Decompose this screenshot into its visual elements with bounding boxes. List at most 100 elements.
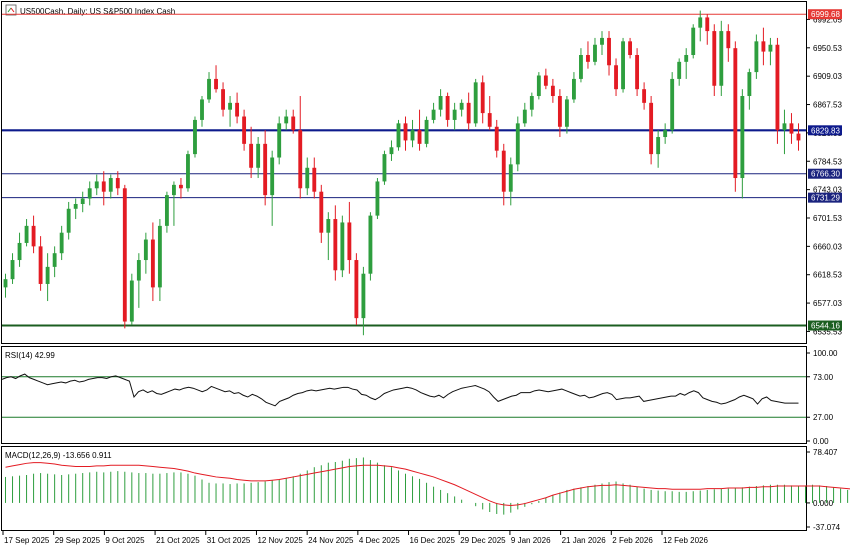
candle-down[interactable] xyxy=(775,44,780,131)
candle-down[interactable] xyxy=(319,191,324,233)
candle-up[interactable] xyxy=(382,154,387,182)
candle-up[interactable] xyxy=(572,78,576,100)
candle-up[interactable] xyxy=(522,109,527,124)
candle-up[interactable] xyxy=(747,72,752,97)
macd-signal-line[interactable] xyxy=(5,462,850,507)
candle-down[interactable] xyxy=(628,41,632,56)
candle-up[interactable] xyxy=(691,27,696,56)
candle-down[interactable] xyxy=(550,85,555,97)
candle-up[interactable] xyxy=(698,17,703,28)
candle-up[interactable] xyxy=(389,147,394,155)
candle-down[interactable] xyxy=(298,130,303,189)
candle-down[interactable] xyxy=(733,48,738,179)
candle-down[interactable] xyxy=(242,116,247,144)
candle-up[interactable] xyxy=(256,143,261,168)
candle-down[interactable] xyxy=(179,184,183,189)
candle-down[interactable] xyxy=(354,260,359,319)
candle-up[interactable] xyxy=(564,99,569,127)
candle-down[interactable] xyxy=(712,31,717,86)
candle-up[interactable] xyxy=(129,280,134,322)
candle-up[interactable] xyxy=(656,137,661,155)
candle-down[interactable] xyxy=(403,123,408,141)
candle-down[interactable] xyxy=(333,219,338,271)
candle-down[interactable] xyxy=(235,102,240,117)
candle-down[interactable] xyxy=(557,96,562,127)
candle-up[interactable] xyxy=(228,102,232,110)
candle-down[interactable] xyxy=(417,130,422,144)
candle-down[interactable] xyxy=(543,75,548,86)
candle-up[interactable] xyxy=(410,130,415,141)
candle-up[interactable] xyxy=(431,109,436,120)
candle-down[interactable] xyxy=(38,246,43,284)
candle-up[interactable] xyxy=(579,55,583,79)
candle-up[interactable] xyxy=(536,75,541,97)
candle-up[interactable] xyxy=(136,260,141,281)
candle-up[interactable] xyxy=(80,198,85,204)
candle-up[interactable] xyxy=(143,239,148,261)
candle-up[interactable] xyxy=(515,123,520,165)
candle-up[interactable] xyxy=(186,154,190,189)
candle-up[interactable] xyxy=(719,31,724,86)
candle-up[interactable] xyxy=(621,41,625,90)
candle-down[interactable] xyxy=(31,225,36,247)
candle-up[interactable] xyxy=(108,178,113,192)
candle-up[interactable] xyxy=(684,55,689,62)
candle-down[interactable] xyxy=(445,96,450,120)
candle-up[interactable] xyxy=(326,219,331,233)
candle-up[interactable] xyxy=(768,44,773,52)
candle-up[interactable] xyxy=(396,123,401,148)
candle-up[interactable] xyxy=(66,208,71,233)
candle-up[interactable] xyxy=(164,195,169,226)
candle-down[interactable] xyxy=(586,55,590,62)
candle-down[interactable] xyxy=(494,126,499,151)
candle-down[interactable] xyxy=(501,150,506,192)
candle-up[interactable] xyxy=(45,266,50,284)
candle-up[interactable] xyxy=(740,96,745,179)
candle-down[interactable] xyxy=(347,222,352,261)
candle-down[interactable] xyxy=(614,65,618,90)
candle-down[interactable] xyxy=(705,17,710,32)
candle-down[interactable] xyxy=(761,41,766,52)
candle-up[interactable] xyxy=(94,181,99,189)
candle-down[interactable] xyxy=(214,78,218,90)
candle-down[interactable] xyxy=(726,31,731,49)
candle-down[interactable] xyxy=(249,143,254,168)
candle-down[interactable] xyxy=(115,178,120,189)
candle-up[interactable] xyxy=(3,279,8,288)
candle-down[interactable] xyxy=(480,82,485,114)
candle-down[interactable] xyxy=(642,89,647,103)
candle-up[interactable] xyxy=(87,188,92,199)
candle-up[interactable] xyxy=(277,123,282,158)
candle-up[interactable] xyxy=(593,44,597,62)
candle-up[interactable] xyxy=(754,41,759,73)
rsi-line[interactable] xyxy=(1,373,799,407)
candle-up[interactable] xyxy=(677,61,682,79)
candle-down[interactable] xyxy=(150,239,155,288)
candle-up[interactable] xyxy=(24,225,29,243)
candle-up[interactable] xyxy=(424,119,429,144)
candle-up[interactable] xyxy=(361,273,366,319)
candle-down[interactable] xyxy=(789,123,794,134)
candle-down[interactable] xyxy=(122,188,127,322)
candle-up[interactable] xyxy=(59,232,64,254)
candle-up[interactable] xyxy=(284,116,289,124)
candle-down[interactable] xyxy=(649,102,654,155)
candle-up[interactable] xyxy=(508,164,513,192)
candle-down[interactable] xyxy=(796,133,801,141)
candle-up[interactable] xyxy=(52,253,57,267)
candle-down[interactable] xyxy=(263,143,268,196)
candle-down[interactable] xyxy=(291,116,296,131)
candle-down[interactable] xyxy=(312,167,317,192)
candle-down[interactable] xyxy=(466,102,471,124)
candle-down[interactable] xyxy=(101,181,106,192)
candle-up[interactable] xyxy=(452,109,457,120)
candle-up[interactable] xyxy=(157,225,162,288)
candle-up[interactable] xyxy=(10,260,15,280)
candle-up[interactable] xyxy=(670,78,675,131)
candle-up[interactable] xyxy=(600,37,604,45)
candle-up[interactable] xyxy=(375,181,380,216)
candle-up[interactable] xyxy=(663,130,668,138)
candle-up[interactable] xyxy=(340,222,345,271)
candle-up[interactable] xyxy=(368,215,373,274)
